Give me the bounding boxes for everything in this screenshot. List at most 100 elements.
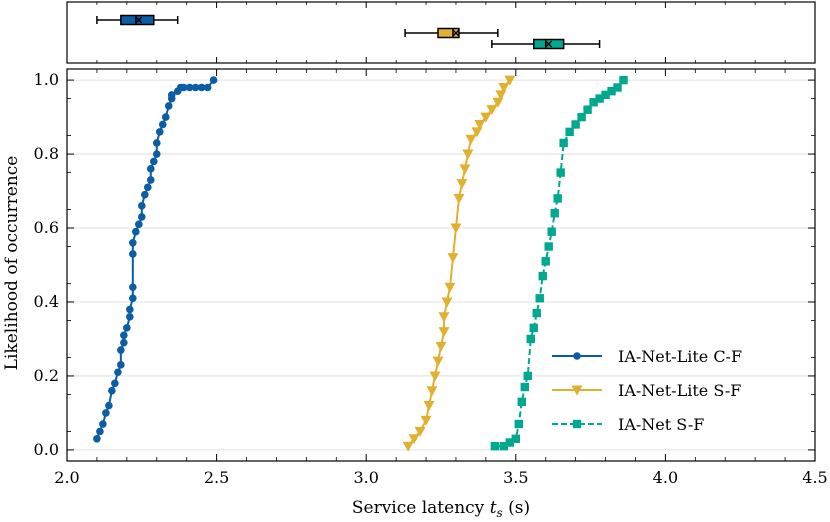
series-2 [402,75,516,452]
x-tick-label: 3.5 [503,468,528,487]
data-point [126,312,134,321]
data-point [185,83,194,92]
x-tick-label: 2.5 [204,468,229,487]
data-point [547,227,556,236]
data-point [471,127,483,138]
boxplot-panel [66,1,816,64]
data-point [146,165,155,173]
data-point [423,401,435,412]
data-point [601,90,610,100]
data-point [161,113,170,121]
cdf-plot-frame [66,68,816,462]
data-point [541,257,550,266]
data-point [523,371,532,381]
data-point [499,442,509,451]
data-point [538,271,547,281]
y-tick-label: 0.8 [34,144,59,163]
data-point [132,227,140,236]
y-tick-label: 0.0 [34,440,59,459]
data-point [143,183,152,192]
data-point [456,179,468,190]
data-point [158,120,167,129]
data-point [450,223,462,234]
x-tick-labels: 2.0 2.5 3.0 3.5 4.0 4.5 [54,468,827,487]
data-point [465,134,477,145]
data-point [167,91,176,99]
data-point [550,209,559,218]
data-point [607,86,616,96]
data-point [164,102,173,110]
boxplot-marks [96,14,601,50]
data-point [544,242,553,251]
y-tick-label: 0.6 [34,218,59,237]
data-point [462,149,474,160]
data-point [93,435,101,443]
y-axis-label: Likelihood of occurrence [2,156,22,371]
data-point [402,441,414,452]
data-point [114,368,122,377]
x-tick-label: 3.0 [353,468,378,487]
data-point [135,220,143,229]
data-point [556,168,565,177]
data-point [120,338,128,347]
data-point [495,90,507,101]
data-point [152,139,161,147]
legend-marker [571,385,583,396]
legend: IA-Net-Lite C-F IA-Net-Lite S-F IA-Net S-F [552,347,742,434]
data-point [571,120,580,129]
data-point [152,150,161,158]
data-point [120,331,128,340]
data-point [117,346,125,354]
box-iqr [120,14,155,26]
data-point [129,283,137,291]
data-point [111,379,119,388]
x-tick-label: 4.0 [653,468,678,487]
data-point [583,105,592,114]
data-point [453,193,465,204]
data-point [408,434,420,445]
data-point [96,427,104,436]
box-mean-marker [545,40,553,48]
data-point [505,438,515,447]
data-point [117,361,125,369]
data-point [129,294,137,303]
data-point [492,97,504,108]
data-point [138,213,146,221]
x-axis-label: Service latency ts (s) [352,498,530,520]
legend-label: IA-Net-Lite C-F [618,347,742,366]
cdf-plot-area: 2.0 2.5 3.0 3.5 4.0 4.5 0.0 0.2 0.4 0.6 0.8 1.0 [34,2,828,487]
data-point [520,382,529,392]
legend-entry-1: IA-Net-Lite C-F [552,347,742,366]
legend-entry-3: IA-Net S-F [552,415,704,434]
data-point [102,409,110,417]
data-point [565,127,574,137]
y-tick-label: 0.2 [34,366,59,385]
y-tick-labels: 0.0 0.2 0.4 0.6 0.8 1.0 [34,70,59,459]
series-3 [490,75,628,451]
data-point [529,323,538,333]
data-point [619,75,628,85]
series-1 [93,76,218,443]
data-point [504,75,516,86]
data-point [474,119,486,130]
data-point [99,420,107,428]
y-tick-label: 0.4 [34,292,59,311]
data-point [129,239,137,247]
legend-label: IA-Net S-F [618,415,704,434]
boxplot-2 [404,27,499,39]
horizontal-grid-lines [67,79,815,451]
data-point [414,426,426,437]
data-point [559,138,568,148]
data-point [447,253,459,264]
data-point [441,297,453,308]
data-point [126,305,134,314]
data-point [526,334,535,344]
data-point [420,415,432,426]
data-point [486,105,498,116]
data-point [480,112,492,123]
data-point [146,176,155,184]
data-point [535,294,544,303]
box-iqr [437,27,460,39]
data-point [105,401,113,410]
